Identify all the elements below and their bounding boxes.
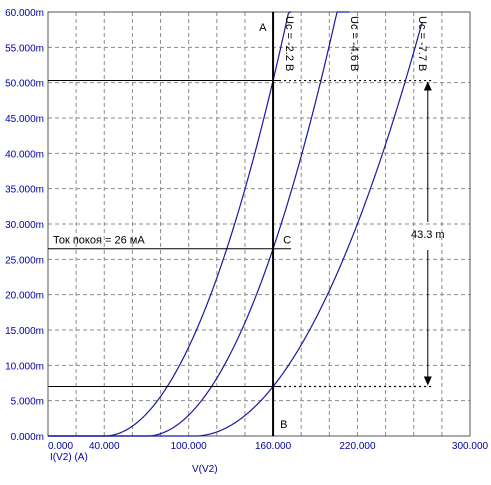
- point-a-label: A: [259, 22, 267, 34]
- y-tick-label: 60.000m: [5, 8, 44, 19]
- arrowhead-down: [423, 376, 432, 386]
- series-label: Uc = -2.2 B: [283, 16, 295, 71]
- y-tick-label: 40.000m: [5, 149, 44, 160]
- x-tick-label: 0.000: [48, 441, 73, 452]
- grid: [48, 12, 470, 436]
- point-b-label: B: [280, 419, 287, 431]
- series-label: Uc = -4.6 B: [348, 16, 360, 71]
- y-tick-label: 15.000m: [5, 326, 44, 337]
- annotations: 43.3 m A B C Ток покоя = 26 мА: [48, 12, 445, 436]
- x-tick-label: 220.000: [339, 441, 376, 452]
- series-line: [146, 11, 350, 437]
- y-tick-label: 55.000m: [5, 43, 44, 54]
- delta-label: 43.3 m: [411, 229, 445, 241]
- y-tick-label: 0.000m: [11, 432, 44, 443]
- quiescent-current-label: Ток покоя = 26 мА: [53, 235, 145, 247]
- x-axis-title: V(V2): [192, 464, 218, 475]
- x-tick-label: 40.000: [89, 441, 120, 452]
- x-tick-label: 100.000: [171, 441, 208, 452]
- series-label: Uc = -7.7 B: [416, 16, 428, 71]
- arrowhead-up: [423, 81, 432, 91]
- plot-frame: [47, 11, 471, 437]
- point-c-label: C: [283, 235, 291, 247]
- y-tick-label: 20.000m: [5, 291, 44, 302]
- y-tick-label: 45.000m: [5, 114, 44, 125]
- y-tick-label: 5.000m: [11, 397, 44, 408]
- y-tick-label: 30.000m: [5, 220, 44, 231]
- y-tick-label: 25.000m: [5, 255, 44, 266]
- x-tick-label: 300.000: [452, 441, 489, 452]
- curves: Uc = -2.2 B Uc = -4.6 B Uc = -7.7 B: [48, 11, 428, 437]
- series-line: [194, 21, 423, 437]
- y-tick-label: 10.000m: [5, 361, 44, 372]
- tick-labels: 0.000m 5.000m 10.000m 15.000m 20.000m 25.000m…: [5, 8, 488, 452]
- y-tick-label: 50.000m: [5, 79, 44, 90]
- x-tick-label: 160.000: [255, 441, 292, 452]
- series-line: [104, 11, 292, 437]
- y-axis-title: I(V2) (A): [50, 452, 88, 463]
- y-tick-label: 35.000m: [5, 185, 44, 196]
